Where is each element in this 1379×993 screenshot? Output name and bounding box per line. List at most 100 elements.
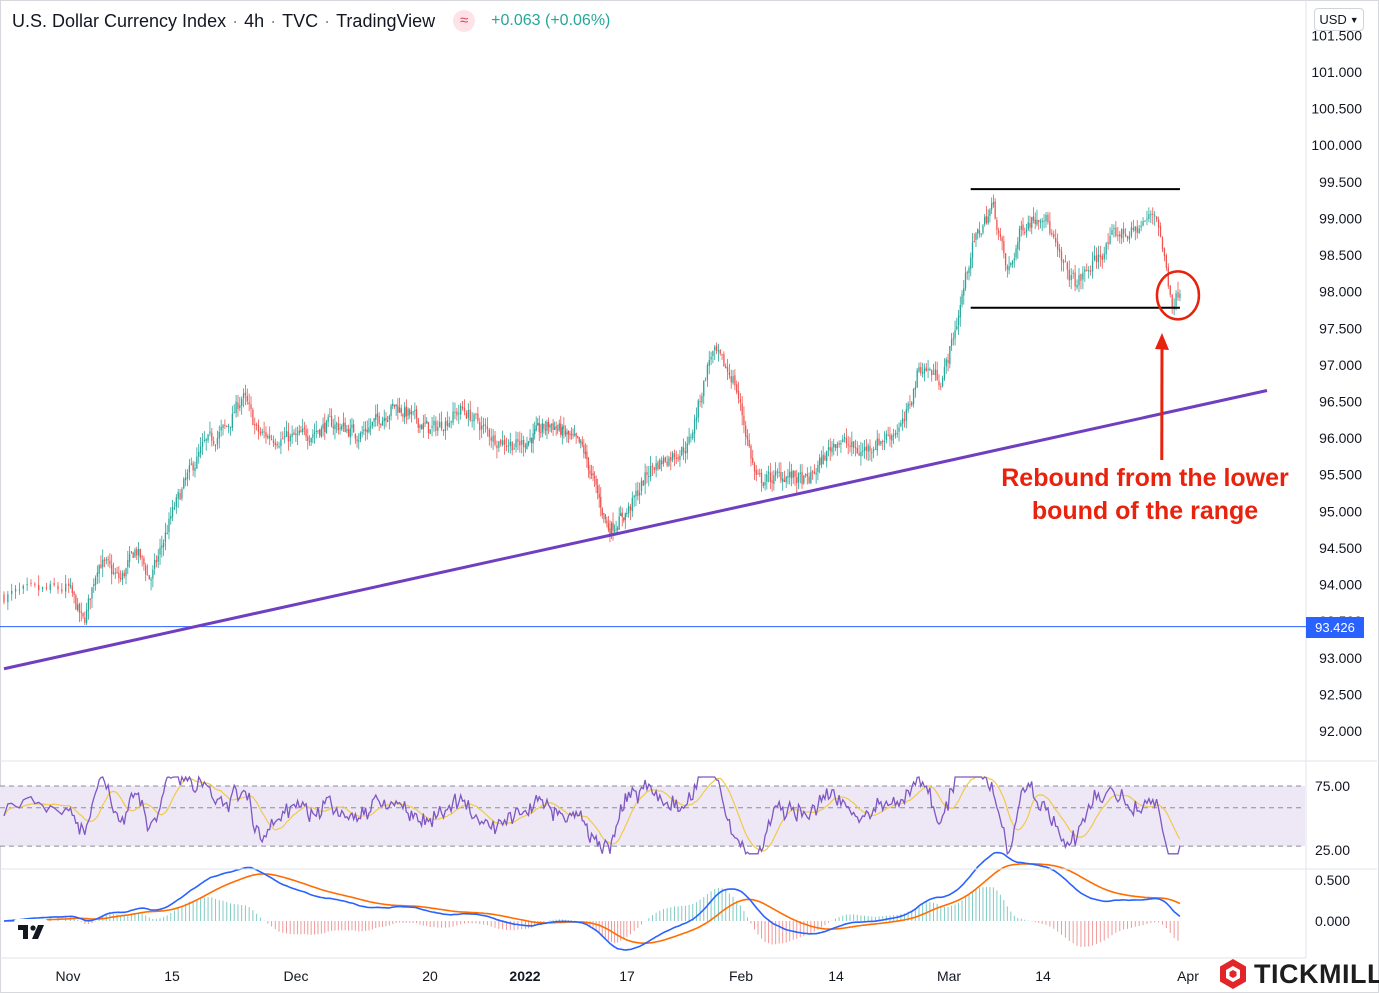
candle-body (739, 399, 742, 403)
candle-body (564, 430, 567, 435)
candle-body (954, 329, 956, 339)
candle-body (11, 590, 13, 595)
candle-body (168, 518, 170, 533)
candle-body (931, 370, 933, 376)
candle-body (448, 422, 450, 427)
candle-body (481, 425, 483, 430)
candle-body (1004, 253, 1007, 266)
candle-body (616, 528, 619, 530)
candle-body (1001, 237, 1003, 242)
candle-body (1031, 217, 1033, 228)
macd-tick-label: 0.000 (1315, 913, 1350, 929)
candle-body (1177, 292, 1179, 298)
candle-body (771, 480, 773, 483)
currency-dropdown[interactable]: USD ▼ (1314, 8, 1364, 31)
candle-body (127, 560, 129, 568)
candle-body (289, 436, 291, 442)
candle-body (715, 345, 718, 351)
candle-body (544, 429, 547, 431)
candle-body (229, 426, 232, 428)
candle-body (159, 547, 161, 555)
candle-body (1056, 241, 1059, 250)
candle-body (648, 475, 650, 477)
candle-body (332, 426, 334, 429)
candle-body (503, 439, 506, 445)
candle-body (891, 435, 893, 441)
candle-body (555, 426, 557, 429)
candle-body (224, 424, 226, 426)
candle-body (171, 506, 174, 517)
time-tick-label: 14 (1035, 968, 1051, 984)
candle-body (65, 583, 67, 592)
candle-body (1152, 213, 1154, 215)
candle-body (73, 591, 75, 596)
price-tick-label: 98.500 (1319, 247, 1362, 263)
candle-body (695, 417, 698, 421)
candle-body (179, 493, 181, 500)
candle-body (834, 444, 837, 448)
candle-body (93, 584, 95, 586)
overlays (0, 188, 1306, 671)
candle-body (1018, 228, 1021, 242)
candle-body (1101, 256, 1103, 260)
candle-body (422, 423, 424, 430)
candle-body (460, 405, 462, 415)
candle-body (349, 428, 351, 438)
candle-body (629, 506, 632, 511)
interval-label[interactable]: 4h (244, 10, 265, 31)
candle-body (813, 471, 816, 474)
candle-body (590, 474, 593, 476)
candle-body (923, 368, 926, 374)
candle-body (125, 568, 127, 577)
candle-body (353, 424, 355, 433)
candle-body (308, 441, 311, 443)
time-tick-label: 20 (422, 968, 438, 984)
candle-body (829, 447, 831, 451)
candle-body (207, 434, 209, 441)
last-price-label: 93.426 (1306, 617, 1364, 638)
candle-body (1010, 263, 1012, 266)
candle-body (1097, 254, 1100, 263)
candle-body (633, 495, 635, 498)
candle-body (649, 465, 652, 477)
candle-body (703, 380, 705, 397)
candle-body (346, 429, 348, 432)
time-tick-label: Mar (937, 968, 961, 984)
candle-body (363, 430, 365, 432)
candle-body (1008, 266, 1010, 271)
candle-body (521, 440, 523, 445)
candle-body (214, 444, 217, 446)
candle-body (368, 427, 370, 432)
symbol-title[interactable]: U.S. Dollar Currency Index (12, 10, 227, 31)
candle-body (1043, 220, 1045, 222)
candle-body (610, 523, 613, 536)
candle-body (166, 532, 168, 534)
candle-body (927, 368, 929, 370)
candle-body (341, 425, 343, 430)
candle-body (1105, 243, 1107, 255)
candle-body (150, 579, 152, 581)
candle-body (721, 353, 723, 355)
candle-body (463, 407, 466, 412)
candle-body (161, 545, 163, 548)
candle-body (320, 428, 323, 437)
wave-icon[interactable]: ≈ (453, 10, 476, 32)
candle-body (894, 433, 897, 436)
candle-body (109, 560, 111, 564)
candle-body (22, 585, 24, 589)
candle-body (1078, 275, 1080, 286)
price-tick-label: 92.500 (1319, 686, 1362, 702)
candle-body (578, 436, 580, 443)
candle-body (393, 404, 396, 407)
candle-body (444, 421, 447, 431)
candle-body (295, 433, 297, 435)
candle-body (626, 512, 628, 515)
candle-body (849, 445, 851, 448)
tradingview-logo-icon[interactable] (14, 919, 48, 945)
candle-body (789, 471, 791, 478)
price-tick-label: 99.000 (1319, 210, 1362, 226)
candle-body (220, 427, 222, 431)
candle-body (154, 560, 156, 569)
candle-body (966, 272, 968, 274)
candle-body (233, 412, 235, 414)
